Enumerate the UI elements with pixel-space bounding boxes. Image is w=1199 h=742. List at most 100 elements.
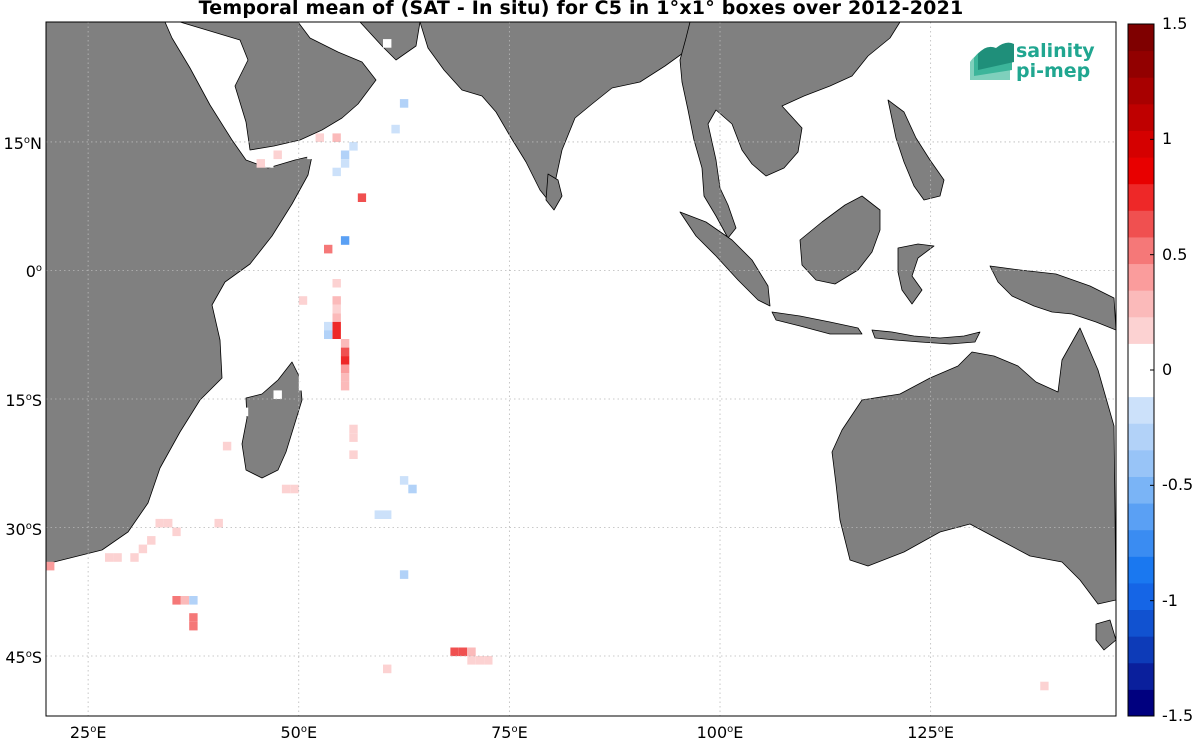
colorbar-swatch	[1128, 236, 1154, 265]
data-cell	[239, 484, 249, 494]
data-cell	[383, 664, 392, 674]
data-cell	[475, 656, 485, 665]
colorbar-swatch	[1128, 103, 1154, 131]
colorbar-swatch	[1128, 183, 1154, 211]
arabia-landmass	[179, 22, 377, 151]
data-cell	[248, 373, 257, 382]
data-cell	[349, 176, 358, 185]
data-cell	[1082, 638, 1091, 648]
data-cell	[383, 39, 392, 48]
data-cell	[290, 467, 299, 477]
data-cell	[290, 484, 299, 494]
data-cell	[130, 553, 139, 562]
data-cell	[357, 441, 367, 451]
data-cell	[366, 236, 375, 245]
data-cell	[340, 236, 350, 245]
data-cell	[1057, 664, 1066, 674]
data-cell	[332, 159, 341, 168]
data-cell	[248, 510, 257, 519]
data-cell	[357, 133, 367, 142]
data-cell	[332, 193, 341, 202]
data-cell	[458, 647, 468, 657]
data-cell	[332, 407, 341, 417]
data-cell	[113, 553, 122, 562]
data-cell	[340, 450, 350, 459]
data-cell	[340, 347, 350, 357]
colorbar-tick-label: 1	[1162, 129, 1173, 149]
data-cell	[298, 467, 308, 477]
colorbar-swatch	[1128, 662, 1154, 690]
colorbar-tick-label: 0	[1162, 360, 1173, 379]
data-cell	[298, 364, 308, 374]
data-cell	[340, 133, 350, 142]
data-cell	[315, 510, 324, 519]
new-guinea-landmass	[989, 265, 1116, 331]
lat-tick-label: 0o	[25, 262, 42, 282]
data-cell	[105, 553, 114, 562]
data-cell	[332, 287, 341, 297]
data-cell	[189, 553, 198, 562]
data-cell	[332, 321, 341, 331]
data-cell	[399, 476, 409, 485]
data-cell	[349, 450, 358, 459]
colorbar-tick-label: -0.5	[1162, 475, 1194, 495]
data-cell	[433, 613, 442, 622]
colorbar-tick-label: 0.5	[1162, 244, 1188, 264]
logo-waves-icon	[970, 42, 1014, 80]
data-cell	[332, 227, 341, 237]
data-cell	[349, 433, 358, 442]
colorbar-swatch	[1128, 130, 1154, 158]
data-cell	[349, 184, 358, 194]
data-cell	[189, 613, 198, 622]
colorbar-swatch	[1128, 609, 1154, 637]
data-cell	[273, 390, 282, 399]
data-cell	[450, 638, 459, 648]
data-cell	[399, 99, 409, 108]
madagascar-landmass	[241, 361, 303, 479]
data-cell	[332, 304, 341, 314]
data-cell	[366, 176, 375, 185]
data-cell	[366, 184, 375, 194]
colorbar-swatch	[1128, 316, 1154, 344]
colorbar-swatch	[1128, 210, 1154, 238]
data-cell	[315, 159, 324, 168]
data-cell	[273, 150, 282, 160]
lat-tick-label: 45oS	[5, 648, 42, 668]
data-cell	[147, 536, 156, 545]
data-cell	[315, 407, 324, 417]
data-cell	[332, 176, 341, 185]
data-cell	[1031, 681, 1041, 691]
data-cell	[332, 210, 341, 220]
lon-tick-label: 50oE	[280, 723, 318, 742]
data-cell	[366, 167, 375, 177]
data-cell	[332, 279, 341, 288]
data-cell	[349, 416, 358, 425]
data-cell	[222, 656, 232, 665]
data-cell	[332, 270, 341, 280]
data-cell	[46, 561, 55, 571]
borneo-landmass	[799, 195, 881, 285]
data-cell	[340, 364, 350, 374]
data-cell	[256, 484, 265, 494]
data-cell	[374, 201, 383, 211]
data-cell	[172, 501, 181, 511]
tasmania-landmass	[1095, 619, 1116, 651]
data-cell	[324, 321, 333, 331]
lat-tick-label: 15oS	[5, 390, 42, 410]
data-cell	[1065, 656, 1074, 665]
lon-tick-label: 75oE	[491, 723, 528, 742]
data-cell	[433, 621, 442, 631]
data-cell	[324, 407, 333, 417]
colorbar-swatch	[1128, 157, 1154, 185]
data-cell	[315, 467, 324, 477]
data-cell	[307, 347, 316, 357]
colorbar-swatch	[1128, 476, 1154, 504]
java-landmass	[771, 311, 863, 335]
data-cell	[324, 244, 333, 254]
data-cell	[180, 596, 190, 605]
data-cell	[189, 536, 198, 545]
data-cell	[172, 527, 181, 537]
data-cell	[222, 441, 232, 451]
data-cell	[324, 467, 333, 477]
